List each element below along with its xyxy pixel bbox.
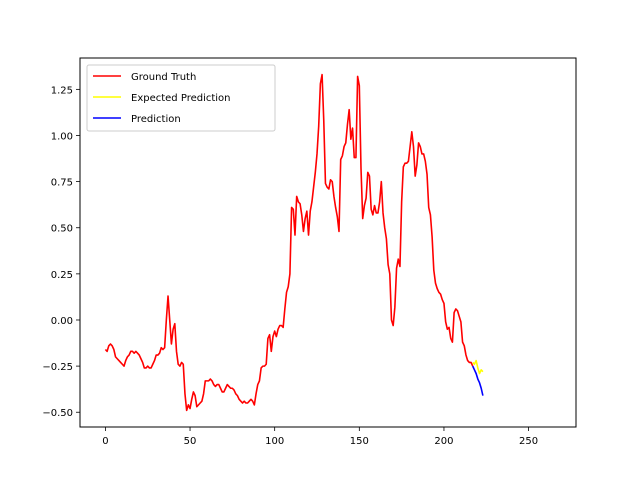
y-tick-label: 0.25 (51, 270, 73, 281)
x-tick-label: 150 (350, 436, 369, 447)
y-tick-label: −0.50 (42, 408, 73, 419)
y-tick-label: −0.25 (42, 362, 73, 373)
x-tick-label: 100 (265, 436, 284, 447)
y-tick-label: 0.00 (51, 316, 73, 327)
legend-box (86, 64, 276, 132)
legend-label-ground-truth: Ground Truth (131, 72, 196, 83)
y-tick-label: 1.00 (51, 131, 73, 142)
legend-label-prediction: Prediction (131, 114, 181, 125)
x-tick-label: 50 (184, 436, 197, 447)
series-line-ground-truth (104, 73, 474, 412)
legend-label-expected-prediction: Expected Prediction (131, 93, 231, 104)
series-line-expected-prediction (472, 359, 484, 375)
x-axis: 0 50 100 150 200 250 (102, 427, 538, 447)
y-tick-label: 0.50 (51, 224, 73, 235)
x-tick-label: 0 (102, 436, 108, 447)
series-line-prediction (472, 365, 484, 396)
series-layer (104, 73, 484, 412)
y-tick-label: 1.25 (51, 85, 73, 96)
plot-frame (79, 57, 577, 428)
y-tick-label: 0.75 (51, 178, 73, 189)
x-tick-label: 200 (434, 436, 453, 447)
y-axis: −0.50 −0.25 0.00 0.25 0.50 0.75 1.00 1.25 (42, 85, 80, 419)
legend: Ground Truth Expected Prediction Predict… (86, 64, 276, 132)
x-tick-label: 250 (519, 436, 538, 447)
